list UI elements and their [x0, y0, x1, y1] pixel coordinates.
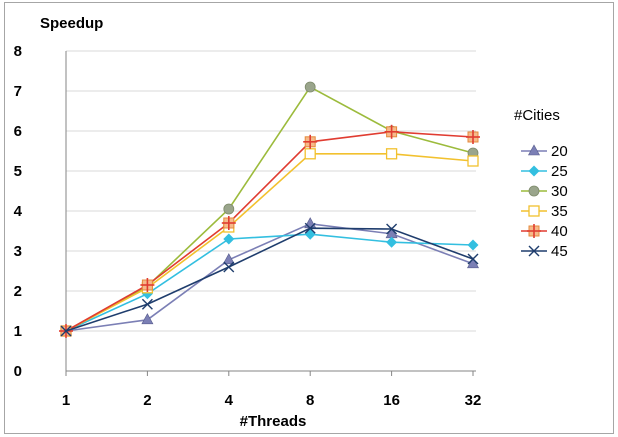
x-tick-label: 32 — [465, 392, 482, 409]
legend-marker — [528, 205, 540, 217]
data-point — [467, 253, 479, 265]
y-tick-label: 1 — [14, 323, 22, 340]
data-point — [466, 257, 480, 269]
data-point — [385, 148, 398, 160]
legend-item: 30 — [521, 183, 568, 200]
legend-marker — [527, 144, 541, 156]
legend-item: 25 — [521, 163, 568, 180]
data-point — [466, 130, 480, 144]
data-point — [304, 148, 316, 160]
y-tick-label: 0 — [14, 363, 22, 380]
legend-item: 45 — [521, 243, 568, 260]
y-tick-labels: 0 1 2 3 4 5 6 7 8 — [14, 43, 23, 380]
y-tick-label: 3 — [14, 243, 22, 260]
legend-label: 20 — [551, 143, 568, 160]
data-point — [386, 236, 398, 248]
data-point — [384, 124, 399, 139]
data-point — [60, 325, 72, 337]
series-line — [65, 222, 474, 332]
legend-marker — [528, 165, 540, 177]
data-point — [304, 217, 317, 229]
legend-item: 40 — [521, 223, 568, 240]
legend-label: 30 — [551, 183, 568, 200]
data-point — [386, 223, 398, 235]
y-tick-label: 4 — [14, 203, 23, 220]
data-point — [222, 253, 235, 265]
series-line — [65, 153, 474, 332]
legend-item: 35 — [521, 203, 568, 220]
series-20 — [59, 217, 480, 336]
data-point — [304, 81, 316, 93]
x-tick-label: 2 — [143, 392, 151, 409]
data-point — [467, 239, 479, 251]
data-point — [141, 298, 153, 310]
axes — [65, 51, 476, 376]
series-line — [65, 233, 474, 332]
series-line — [65, 85, 474, 332]
grid-lines — [66, 50, 476, 332]
legend-label: 25 — [551, 163, 568, 180]
x-tick-label: 16 — [383, 392, 400, 409]
x-tick-label: 4 — [225, 392, 234, 409]
y-tick-label: 8 — [14, 43, 22, 60]
legend-marker — [528, 245, 540, 257]
data-point — [221, 216, 236, 230]
legend-marker — [527, 224, 541, 238]
x-tick-labels: 1 2 4 8 16 32 — [62, 392, 482, 409]
legend-label: 40 — [551, 223, 568, 240]
y-tick-label: 6 — [14, 123, 22, 140]
legend-marker — [528, 185, 540, 197]
x-axis-title: #Threads — [240, 413, 307, 430]
series-lines — [59, 81, 480, 338]
y-tick-label: 5 — [14, 163, 22, 180]
series-line — [65, 227, 474, 332]
series-45 — [60, 222, 479, 337]
x-tick-label: 1 — [62, 392, 70, 409]
data-point — [223, 203, 235, 215]
legend-label: 45 — [551, 243, 568, 260]
y-tick-label: 7 — [14, 83, 22, 100]
legend-item: 20 — [521, 143, 568, 160]
data-point — [223, 233, 235, 245]
legend: 20 25 30 35 40 45 — [521, 143, 568, 260]
data-point — [140, 278, 155, 292]
data-point — [141, 313, 154, 325]
data-point — [223, 261, 235, 273]
chart-frame — [4, 2, 614, 434]
series-25 — [60, 228, 479, 337]
data-point — [467, 155, 479, 167]
series-40 — [59, 124, 480, 338]
legend-label: 35 — [551, 203, 568, 220]
legend-title: #Cities — [514, 107, 560, 124]
y-axis-title: Speedup — [40, 15, 103, 32]
data-point — [303, 134, 318, 149]
x-tick-label: 8 — [306, 392, 314, 409]
data-point — [304, 222, 316, 234]
y-tick-label: 2 — [14, 283, 22, 300]
series-line — [65, 130, 474, 332]
